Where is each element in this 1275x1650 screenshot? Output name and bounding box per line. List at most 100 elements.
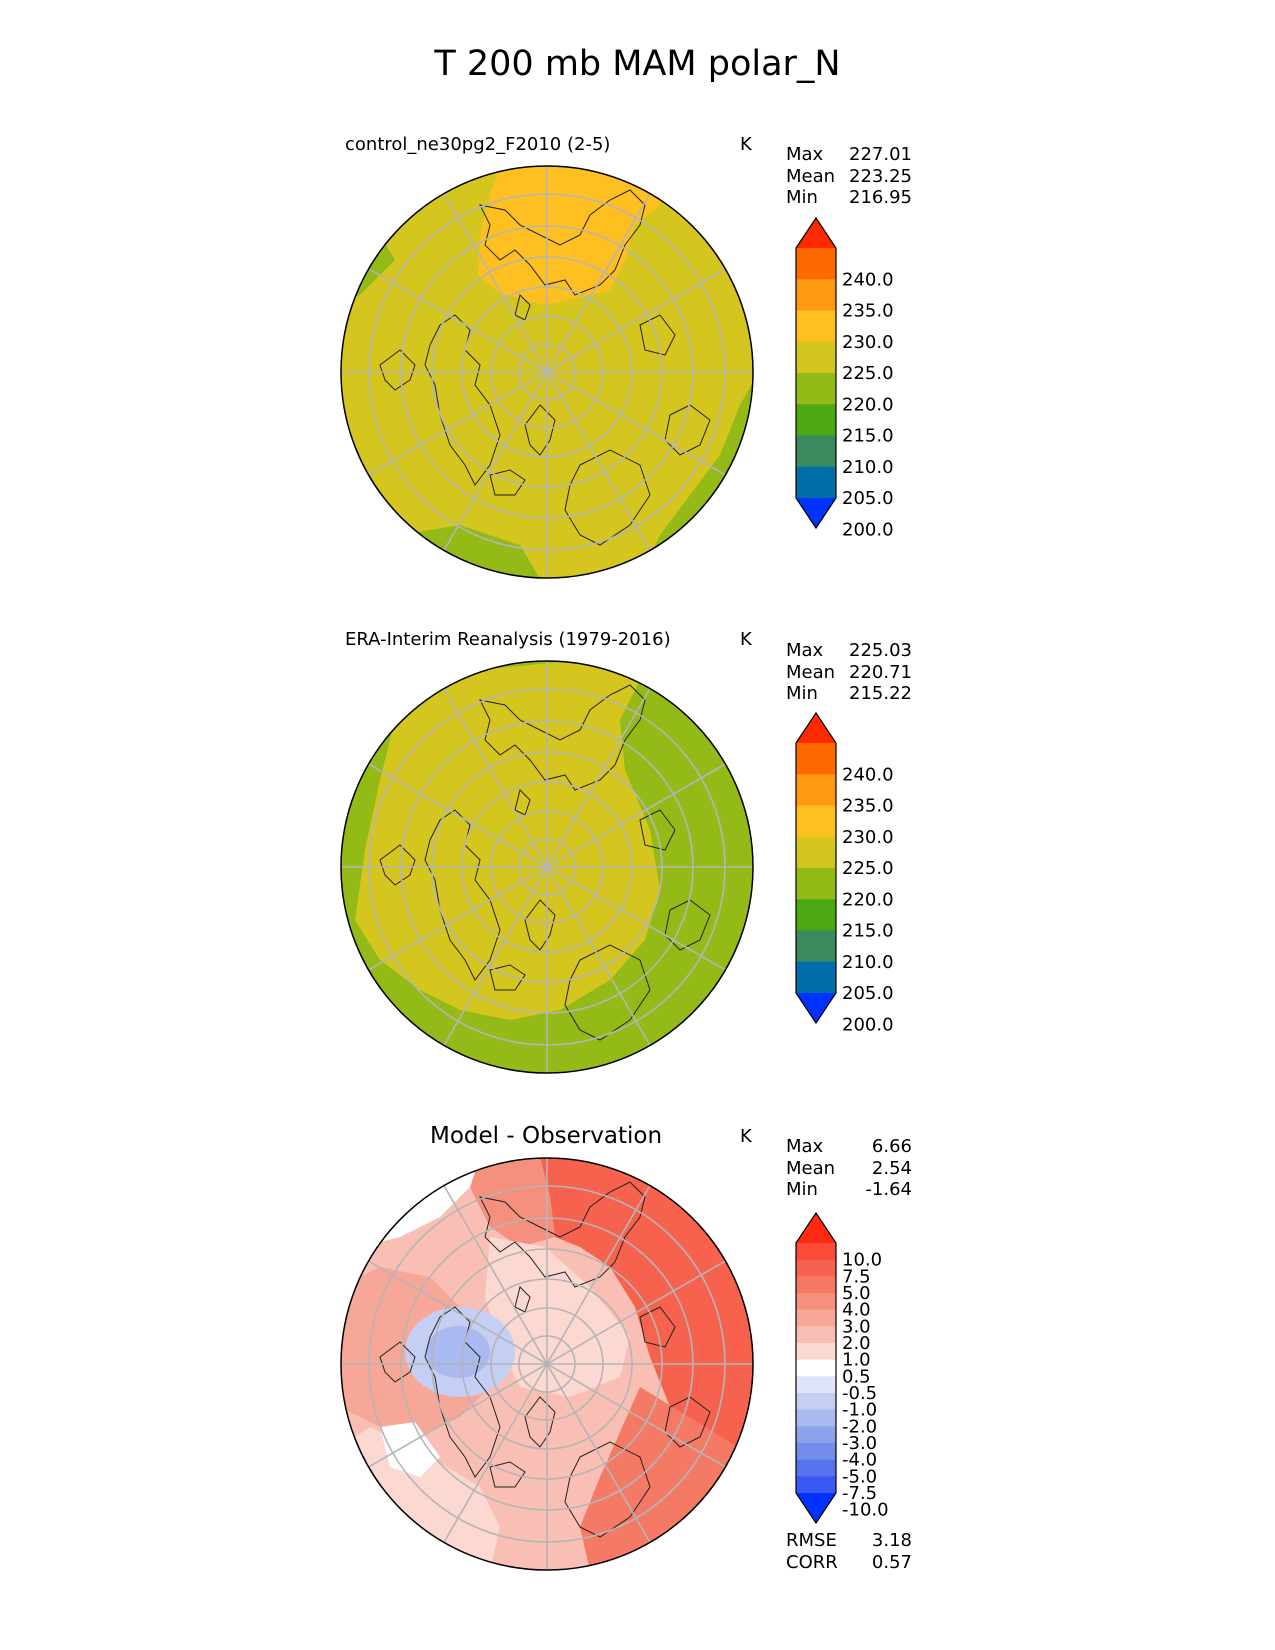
metric-value-corr: 0.57 [871, 1551, 912, 1573]
colorbar-segment [796, 1376, 836, 1394]
colorbar-tick-label: 3.0 [842, 1316, 871, 1337]
colorbar-tick-label: 200.0 [842, 1014, 894, 1035]
colorbar-tick-label: -5.0 [842, 1466, 877, 1487]
colorbar-segment [796, 713, 836, 743]
units-label-diff: K [740, 1126, 752, 1147]
colorbar-segment [796, 1426, 836, 1444]
colorbar-segment [796, 1293, 836, 1311]
metric-value-rmse: 3.18 [871, 1530, 912, 1551]
colorbar-outline [795, 1211, 837, 1525]
colorbar-segment [796, 279, 836, 311]
field-region-mid-n [470, 1158, 555, 1247]
colorbar-tick-label: -7.5 [842, 1483, 877, 1504]
colorbar-segment [796, 404, 836, 436]
colorbar-tick-label: 240.0 [842, 269, 894, 290]
polar-map-obs [340, 660, 754, 1074]
polar-map-model [340, 165, 754, 579]
stat-label-min: Min [786, 683, 818, 704]
field-region-low-center [485, 1237, 630, 1397]
panel-title-model: control_ne30pg2_F2010 (2-5) [345, 134, 611, 155]
stat-value-mean: 2.54 [871, 1157, 912, 1179]
colorbar-tick-label: -3.0 [842, 1433, 877, 1454]
colorbar-tick-label: 230.0 [842, 827, 894, 848]
colorbar-tick-label: 215.0 [842, 921, 894, 942]
metric-label-rmse: RMSE [786, 1530, 837, 1551]
colorbar-tick-label: -2.0 [842, 1416, 877, 1437]
colorbar-segment [796, 373, 836, 405]
colorbar-segment [796, 1409, 836, 1427]
stat-label-mean: Mean [786, 1157, 836, 1179]
colorbar-segment [796, 248, 836, 280]
colorbar-segment [796, 1459, 836, 1477]
colorbar-outline [795, 216, 837, 530]
colorbar-tick-label: 220.0 [842, 394, 894, 415]
colorbar-tick-label: 205.0 [842, 983, 894, 1004]
field-region-negative-core [426, 1326, 490, 1378]
colorbar-segment [796, 1243, 836, 1261]
colorbar-tick-label: -0.5 [842, 1383, 877, 1404]
colorbar-segment [796, 1343, 836, 1361]
graticule [341, 661, 753, 1073]
colorbar-segment [796, 930, 836, 963]
colorbar-tick-label: -1.0 [842, 1400, 877, 1421]
stat-label-max: Max [786, 640, 824, 661]
units-label-model: K [740, 134, 752, 155]
graticule [341, 166, 753, 578]
colorbar-segment [796, 466, 836, 499]
colorbar-tick-label: 5.0 [842, 1283, 871, 1304]
colorbar-segment [796, 1326, 836, 1344]
colorbar-outline [795, 711, 837, 1025]
colorbar-tick-label: 225.0 [842, 363, 894, 384]
metric-label-corr: CORR [786, 1551, 838, 1573]
field-region-neutral-w [380, 1422, 440, 1477]
colorbar-obs: 240.0 235.0 230.0 225.0 220.0 215.0 210.0 205.0… [795, 711, 894, 1035]
colorbar-segment [796, 868, 836, 900]
colorbar-tick-label: 10.0 [842, 1250, 882, 1271]
units-label-obs: K [740, 629, 752, 650]
polar-map-diff [340, 1157, 754, 1571]
colorbar-tick-label: 220.0 [842, 889, 894, 910]
colorbar-tick-label: 4.0 [842, 1300, 871, 1321]
stat-label-mean: Mean [786, 661, 836, 683]
stat-value-min: 216.95 [849, 187, 912, 208]
stat-value-max: 227.01 [849, 144, 912, 165]
colorbar-tick-label: 215.0 [842, 426, 894, 447]
colorbar-tick-label: 205.0 [842, 488, 894, 509]
stats-box-obs: Max 225.03 Mean 220.71 Min 215.22 [786, 640, 912, 705]
figure-title: T 200 mb MAM polar_N [434, 44, 841, 84]
stat-value-min: -1.64 [865, 1179, 912, 1200]
colorbar-segment [796, 1259, 836, 1277]
map-boundary [340, 165, 754, 579]
colorbar-segment [796, 1443, 836, 1461]
colorbar-segment [796, 341, 836, 374]
colorbar-segment [796, 1276, 836, 1294]
panel-title-obs: ERA-Interim Reanalysis (1979-2016) [345, 629, 671, 650]
colorbar-segment [796, 743, 836, 775]
colorbar-segment [796, 498, 836, 528]
stat-value-max: 225.03 [849, 640, 912, 661]
stat-label-max: Max [786, 144, 824, 165]
stat-label-max: Max [786, 1136, 824, 1157]
colorbar-segment [796, 805, 836, 838]
stat-value-mean: 223.25 [849, 165, 912, 187]
colorbar-tick-label: 240.0 [842, 764, 894, 785]
colorbar-tick-label: 230.0 [842, 332, 894, 353]
map-boundary [340, 1157, 754, 1571]
colorbar-tick-label: 1.0 [842, 1350, 871, 1371]
colorbar-segment [796, 310, 836, 343]
stat-label-min: Min [786, 1179, 818, 1200]
colorbar-segment [796, 435, 836, 468]
colorbar-segment [796, 774, 836, 806]
panel-title-diff: Model - Observation [430, 1123, 663, 1149]
stat-value-max: 6.66 [871, 1136, 912, 1157]
colorbar-tick-label: 200.0 [842, 519, 894, 540]
colorbar-segment [796, 993, 836, 1023]
stats-box-model: Max 227.01 Mean 223.25 Min 216.95 [786, 144, 912, 209]
stat-value-min: 215.22 [849, 683, 912, 704]
colorbar-tick-label: 7.5 [842, 1266, 871, 1287]
colorbar-segment [796, 899, 836, 931]
colorbar-tick-label: 2.0 [842, 1333, 871, 1354]
stat-label-mean: Mean [786, 165, 836, 187]
colorbar-segment [796, 961, 836, 994]
colorbar-tick-label: 210.0 [842, 952, 894, 973]
